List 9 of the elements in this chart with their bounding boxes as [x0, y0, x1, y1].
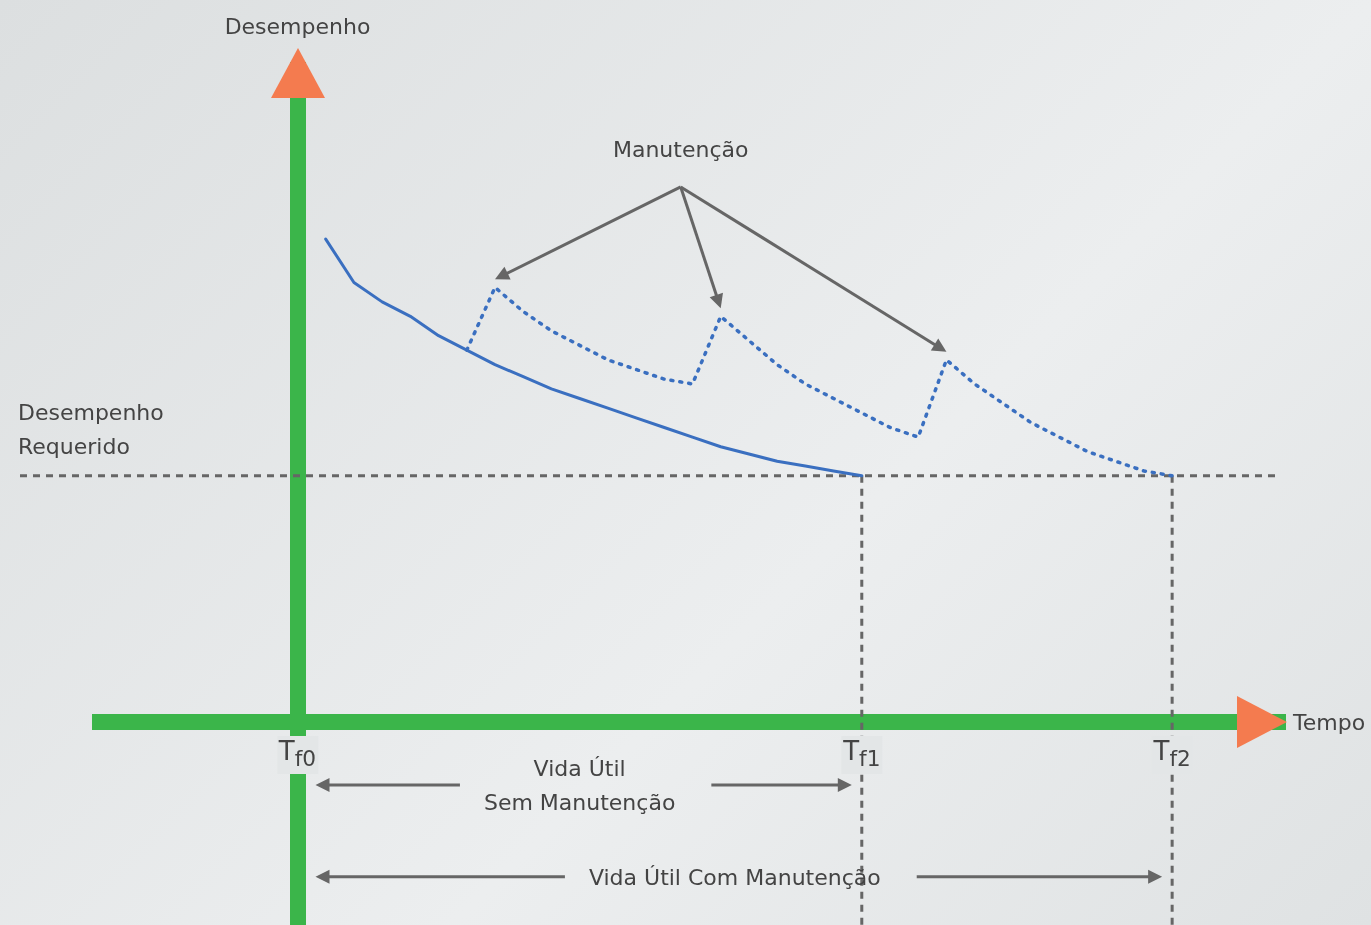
ref-line-label: Desempenho Requerido	[18, 399, 164, 459]
x-tick-label: T$_{f1}$	[841, 736, 883, 775]
text: Vida Útil Sem Manutenção	[483, 755, 676, 815]
text: Vida Útil Com Manutenção	[588, 864, 881, 890]
x-tick-label: T$_{f0}$	[276, 736, 319, 775]
x-tick-label: T$_{f2}$	[1151, 736, 1193, 775]
x-axis-title: Tempo	[1292, 710, 1366, 736]
text: Desempenho	[224, 14, 371, 39]
text: Manutenção	[612, 136, 749, 162]
